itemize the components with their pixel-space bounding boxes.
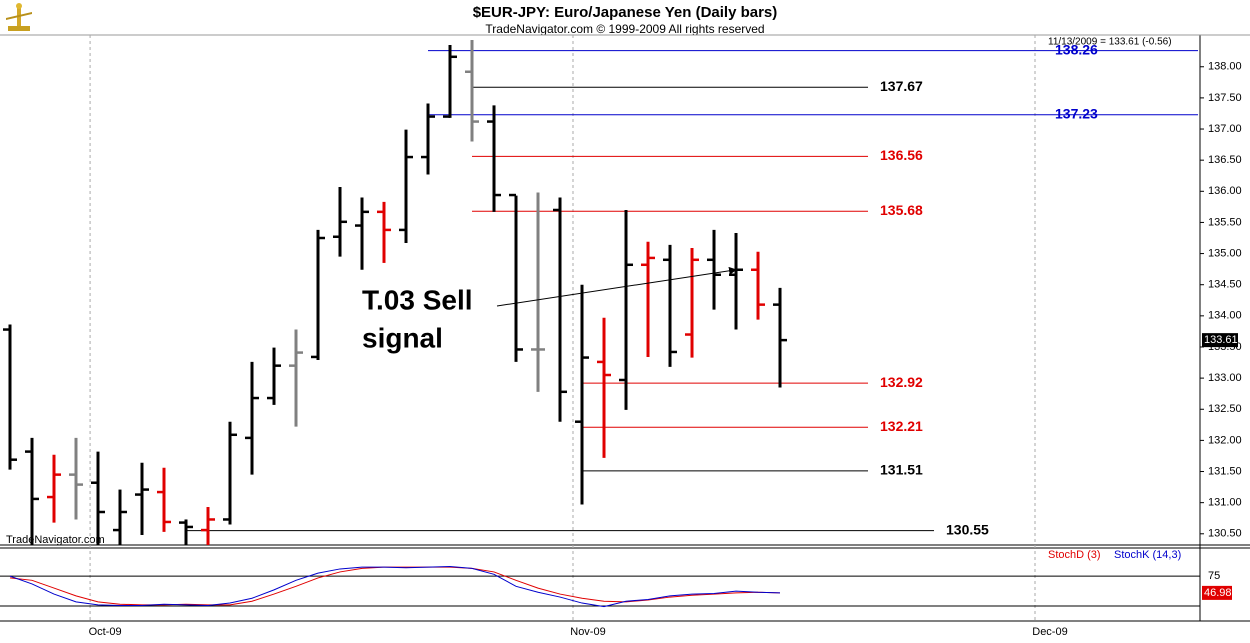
last-value-label: 46.98 bbox=[1204, 587, 1232, 599]
legend-label: StochD (3) bbox=[1048, 549, 1101, 561]
x-tick-label: Nov-09 bbox=[570, 626, 605, 638]
level-label: 130.55 bbox=[946, 521, 989, 537]
x-tick-label: Oct-09 bbox=[89, 626, 122, 638]
y-tick-label: 132.00 bbox=[1208, 434, 1242, 446]
level-label: 135.68 bbox=[880, 202, 923, 218]
annotation-text: T.03 Sell bbox=[362, 284, 473, 315]
x-tick-label: Dec-09 bbox=[1032, 626, 1067, 638]
chart-title: $EUR-JPY: Euro/Japanese Yen (Daily bars) bbox=[473, 4, 778, 21]
y-tick-label: 134.50 bbox=[1208, 279, 1242, 291]
level-label: 138.26 bbox=[1055, 41, 1098, 57]
legend-label: StochK (14,3) bbox=[1114, 549, 1181, 561]
info-label: 11/13/2009 = 133.61 (-0.56) bbox=[1048, 37, 1172, 48]
stoch-line bbox=[9, 566, 781, 608]
annotation-text: signal bbox=[362, 322, 443, 353]
y-tick-label: 135.50 bbox=[1208, 216, 1242, 228]
level-label: 137.23 bbox=[1055, 105, 1098, 121]
chart-subtitle: TradeNavigator.com © 1999-2009 All right… bbox=[485, 22, 764, 36]
level-label: 136.56 bbox=[880, 147, 923, 163]
y-tick-label: 132.50 bbox=[1208, 403, 1242, 415]
y-tick-label: 137.50 bbox=[1208, 92, 1242, 104]
y-tick-label: 134.00 bbox=[1208, 310, 1242, 322]
level-label: 131.51 bbox=[880, 462, 923, 478]
y-tick-label: 137.00 bbox=[1208, 123, 1242, 135]
level-label: 132.21 bbox=[880, 418, 923, 434]
y-tick-label: 135.00 bbox=[1208, 247, 1242, 259]
last-price-label: 133.61 bbox=[1204, 334, 1238, 346]
y-tick-label: 133.00 bbox=[1208, 372, 1242, 384]
y-tick-label: 136.50 bbox=[1208, 154, 1242, 166]
last-price-box bbox=[1202, 333, 1238, 348]
level-label: 132.92 bbox=[880, 374, 923, 390]
y-tick-label: 136.00 bbox=[1208, 185, 1242, 197]
y-tick-label: 130.50 bbox=[1208, 528, 1242, 540]
y-tick-label: 131.00 bbox=[1208, 497, 1242, 509]
y-tick-label: 131.50 bbox=[1208, 465, 1242, 477]
logo bbox=[6, 3, 32, 31]
y-tick-label: 138.00 bbox=[1208, 61, 1242, 73]
price-plot bbox=[2, 39, 1199, 545]
last-value-box bbox=[1202, 585, 1232, 600]
level-label: 137.67 bbox=[880, 78, 923, 94]
y-tick-label: 75 bbox=[1208, 570, 1220, 582]
annotation-arrow bbox=[496, 266, 738, 307]
